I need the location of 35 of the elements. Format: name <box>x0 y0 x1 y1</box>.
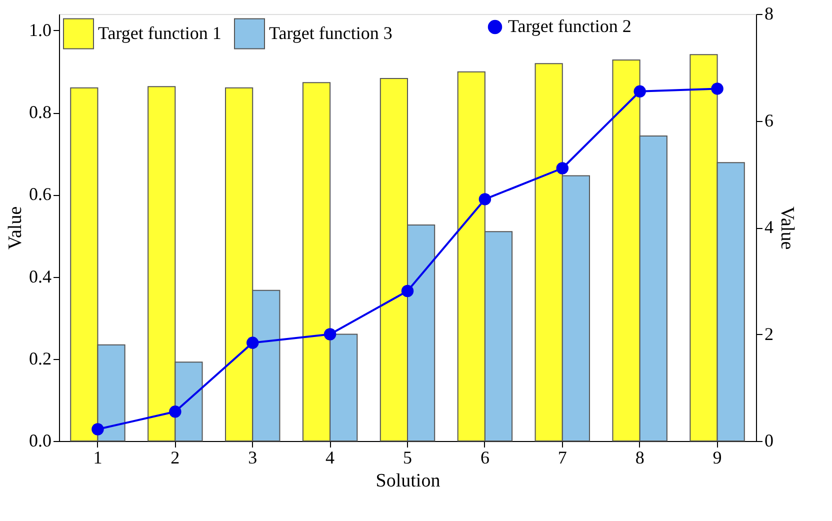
y-tick-label: 0.2 <box>29 348 52 368</box>
y2-axis-title: Value <box>776 206 798 250</box>
x-tick-label: 7 <box>558 448 567 468</box>
x-axis-title: Solution <box>376 470 441 492</box>
legend-label: Target function 1 <box>98 22 222 43</box>
legend-label: Target function 3 <box>269 22 392 43</box>
point <box>478 193 492 206</box>
x-tick-label: 8 <box>635 448 644 468</box>
y-axis-title: Value <box>5 206 26 250</box>
y-tick-label: 0.4 <box>29 266 52 286</box>
x-tick-label: 9 <box>712 448 722 468</box>
y2-tick-label: 2 <box>764 324 774 344</box>
point <box>634 85 646 98</box>
y2-tick-label: 4 <box>764 217 774 237</box>
point <box>324 328 336 340</box>
y2-tick-label: 0 <box>764 430 774 450</box>
x-tick-label: 3 <box>248 448 258 468</box>
point <box>92 423 104 436</box>
x-tick-label: 5 <box>403 448 412 468</box>
y2-tick-label: 6 <box>764 110 774 130</box>
y-tick-label: 0.0 <box>29 430 52 450</box>
y-tick-label: 0.6 <box>29 184 52 204</box>
point <box>169 406 182 418</box>
x-tick-label: 1 <box>93 448 102 468</box>
x-tick-label: 6 <box>480 448 490 468</box>
y-tick-label: 1.0 <box>29 20 52 40</box>
point <box>246 336 259 349</box>
y-tick-label: 0.8 <box>29 102 52 122</box>
point <box>556 162 569 174</box>
x-tick-label: 4 <box>326 448 335 468</box>
legend-label: Target function 2 <box>508 16 632 36</box>
point <box>711 82 724 95</box>
point <box>401 284 414 298</box>
y2-tick-label: 8 <box>764 4 774 24</box>
x-tick-label: 2 <box>170 448 180 468</box>
